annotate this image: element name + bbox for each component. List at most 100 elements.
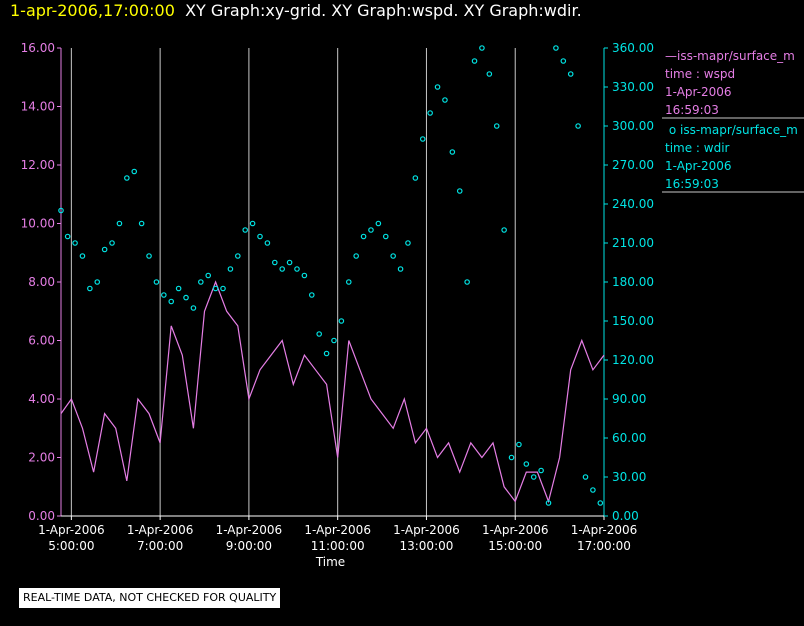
wdir-point [479,45,485,51]
wdir-point [323,350,330,357]
x-tick-date: 1-Apr-2006 [571,523,638,537]
header: 1-apr-2006,17:00:00 XY Graph:xy-grid. XY… [10,1,582,21]
wdir-point [493,123,500,129]
wdir-point [516,441,522,448]
wdir-point [597,500,604,506]
wdir-point [87,285,93,292]
x-tick-time: 17:00:00 [577,539,631,553]
y-left-tick-label: 6.00 [28,334,55,348]
x-tick-date: 1-Apr-2006 [38,523,105,537]
wdir-point [582,474,589,480]
y-right-tick-label: 180.00 [612,275,654,289]
wdir-point [109,240,115,246]
wdir-point [538,467,544,474]
legend-wspd-name: iss-mapr/surface_m [677,49,795,63]
wdir-point [553,45,559,51]
legend-wdir-var: time : wdir [665,141,730,155]
legend-wspd-date: 1-Apr-2006 [665,85,732,99]
wdir-point [353,253,359,259]
wdir-point [279,266,285,272]
legend-wspd-time: 16:59:03 [665,103,719,117]
y-right-tick-label: 210.00 [612,236,654,250]
wdir-point [294,266,300,272]
y-left-tick-label: 14.00 [21,100,55,114]
wdir-point [286,259,293,266]
wdir-point [419,136,426,142]
wdir-point [242,227,249,233]
wdir-point [257,233,263,240]
legend-wspd: —iss-mapr/surface_m time : wspd 1-Apr-20… [665,47,795,119]
wdir-point [390,253,396,259]
wdir-point [338,318,345,324]
wdir-point [146,253,152,259]
wdir-point [368,227,374,233]
wdir-point [449,149,456,155]
wdir-point [501,227,507,233]
y-right-tick-label: 90.00 [612,392,646,406]
wdir-point [301,272,308,279]
y-right-tick-label: 270.00 [612,158,654,172]
wdir-point [190,305,197,311]
wdir-point [575,123,581,129]
wdir-point [101,246,108,253]
wdir-point [116,220,123,227]
x-axis-label: Time [315,555,345,569]
wdir-point [427,110,433,116]
legend-wdir-time: 16:59:03 [665,177,719,191]
wdir-point [72,240,78,246]
wdir-point [153,279,160,285]
wdir-point [405,240,411,246]
x-tick-time: 13:00:00 [399,539,453,553]
wdir-point [316,331,322,337]
wdir-point [308,292,315,298]
wdir-point [331,337,337,344]
y-right-tick-label: 0.00 [612,509,639,523]
header-timestamp: 1-apr-2006,17:00:00 [10,1,175,20]
y-right-tick-label: 360.00 [612,41,654,55]
wdir-point [560,58,567,64]
x-tick-date: 1-Apr-2006 [304,523,371,537]
wdir-point [212,285,219,292]
x-tick-date: 1-Apr-2006 [216,523,283,537]
wdir-point [545,500,552,506]
y-left-tick-label: 0.00 [28,509,55,523]
wdir-point [79,253,86,259]
wdir-point [464,279,470,285]
wdir-point [442,97,448,103]
wdir-point [397,266,404,272]
wdir-point [434,84,441,90]
wdir-point [360,233,367,240]
wdir-point [567,71,574,77]
legend-wdir-date: 1-Apr-2006 [665,159,732,173]
header-graph-list: XY Graph:xy-grid. XY Graph:wspd. XY Grap… [185,1,582,20]
wdir-point [94,279,101,285]
x-tick-date: 1-Apr-2006 [393,523,460,537]
wdir-point [198,279,204,285]
wdir-point [205,272,212,279]
wdir-point [131,168,138,175]
y-right-tick-label: 240.00 [612,197,654,211]
legend-wspd-var: time : wspd [665,67,736,81]
wdir-point [375,220,382,227]
wdir-point [264,240,271,246]
x-tick-date: 1-Apr-2006 [482,523,549,537]
x-tick-time: 9:00:00 [226,539,272,553]
wdir-point [590,487,596,493]
y-right-tick-label: 60.00 [612,431,646,445]
y-right-tick-label: 120.00 [612,353,654,367]
wdir-point [168,298,175,305]
y-left-tick-label: 10.00 [21,217,55,231]
y-right-tick-label: 150.00 [612,314,654,328]
wdir-point [412,175,419,181]
wdir-point [58,207,64,214]
y-left-tick-label: 4.00 [28,392,55,406]
x-tick-time: 7:00:00 [137,539,183,553]
wdir-point [523,461,530,467]
wdir-point [345,279,352,285]
wdir-point [227,266,234,272]
wdir-point [64,233,71,240]
y-right-tick-label: 330.00 [612,80,654,94]
wdir-point [508,454,515,461]
legend-circle-marker: o [665,123,680,137]
